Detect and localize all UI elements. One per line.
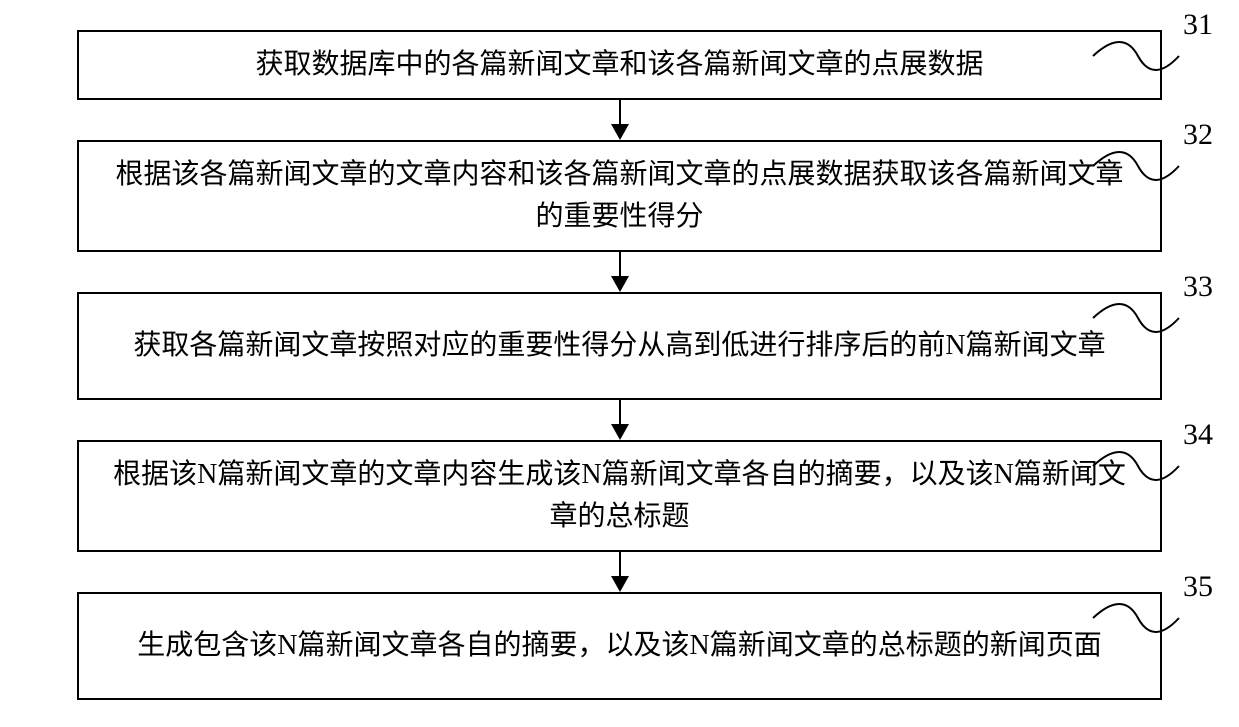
step-wrapper-5: 生成包含该N篇新闻文章各自的摘要，以及该N篇新闻文章的总标题的新闻页面 35 — [0, 592, 1239, 700]
step-box-3: 获取各篇新闻文章按照对应的重要性得分从高到低进行排序后的前N篇新闻文章 — [77, 292, 1162, 400]
step-label-1: 31 — [1183, 8, 1213, 42]
arrow-head-icon — [611, 576, 629, 592]
step-text: 生成包含该N篇新闻文章各自的摘要，以及该N篇新闻文章的总标题的新闻页面 — [137, 625, 1101, 667]
step-text: 根据该N篇新闻文章的文章内容生成该N篇新闻文章各自的摘要，以及该N篇新闻文章的总… — [109, 454, 1130, 538]
step-label-4: 34 — [1183, 418, 1213, 452]
arrow-head-icon — [611, 424, 629, 440]
arrow-2 — [611, 252, 629, 292]
step-box-2: 根据该各篇新闻文章的文章内容和该各篇新闻文章的点展数据获取该各篇新闻文章的重要性… — [77, 140, 1162, 252]
step-text: 获取各篇新闻文章按照对应的重要性得分从高到低进行排序后的前N篇新闻文章 — [133, 325, 1105, 367]
flowchart-container: 获取数据库中的各篇新闻文章和该各篇新闻文章的点展数据 31 根据该各篇新闻文章的… — [0, 30, 1239, 700]
connector-curve-1 — [1093, 34, 1179, 78]
arrow-head-icon — [611, 124, 629, 140]
step-label-2: 32 — [1183, 118, 1213, 152]
connector-curve-4 — [1093, 444, 1179, 488]
step-box-4: 根据该N篇新闻文章的文章内容生成该N篇新闻文章各自的摘要，以及该N篇新闻文章的总… — [77, 440, 1162, 552]
connector-curve-2 — [1093, 144, 1179, 188]
connector-curve-5 — [1093, 596, 1179, 640]
step-label-5: 35 — [1183, 570, 1213, 604]
step-wrapper-2: 根据该各篇新闻文章的文章内容和该各篇新闻文章的点展数据获取该各篇新闻文章的重要性… — [0, 140, 1239, 252]
arrow-head-icon — [611, 276, 629, 292]
step-text: 获取数据库中的各篇新闻文章和该各篇新闻文章的点展数据 — [255, 44, 983, 86]
arrow-line — [619, 100, 621, 124]
step-text: 根据该各篇新闻文章的文章内容和该各篇新闻文章的点展数据获取该各篇新闻文章的重要性… — [109, 154, 1130, 238]
arrow-1 — [611, 100, 629, 140]
arrow-line — [619, 252, 621, 276]
arrow-line — [619, 552, 621, 576]
step-box-1: 获取数据库中的各篇新闻文章和该各篇新闻文章的点展数据 — [77, 30, 1162, 100]
connector-curve-3 — [1093, 296, 1179, 340]
arrow-3 — [611, 400, 629, 440]
step-wrapper-3: 获取各篇新闻文章按照对应的重要性得分从高到低进行排序后的前N篇新闻文章 33 — [0, 292, 1239, 400]
step-label-3: 33 — [1183, 270, 1213, 304]
arrow-line — [619, 400, 621, 424]
arrow-4 — [611, 552, 629, 592]
step-box-5: 生成包含该N篇新闻文章各自的摘要，以及该N篇新闻文章的总标题的新闻页面 — [77, 592, 1162, 700]
step-wrapper-4: 根据该N篇新闻文章的文章内容生成该N篇新闻文章各自的摘要，以及该N篇新闻文章的总… — [0, 440, 1239, 552]
step-wrapper-1: 获取数据库中的各篇新闻文章和该各篇新闻文章的点展数据 31 — [0, 30, 1239, 100]
